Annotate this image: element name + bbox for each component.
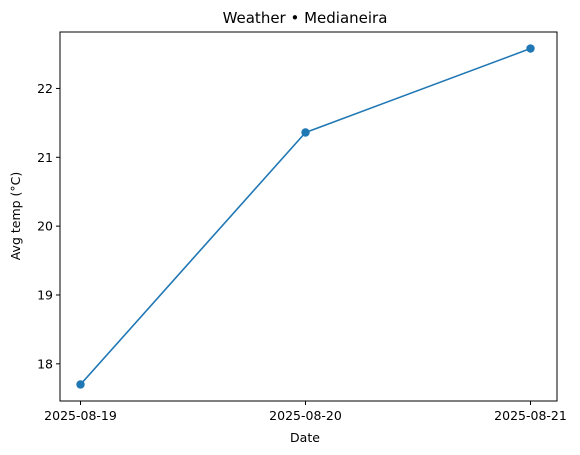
plot-frame	[59, 31, 558, 402]
data-point	[76, 380, 85, 389]
y-tick-label: 20	[37, 219, 53, 234]
x-axis-ticks: 2025-08-19 2025-08-20 2025-08-21	[44, 401, 567, 423]
x-tick-label: 2025-08-20	[269, 408, 342, 423]
y-tick-label: 18	[37, 356, 53, 371]
y-tick-label: 21	[37, 150, 53, 165]
x-axis-label: Date	[290, 430, 320, 445]
data-point	[526, 44, 535, 53]
series-line	[79, 47, 531, 386]
y-tick-label: 22	[37, 81, 53, 96]
y-tick-label: 19	[37, 287, 53, 302]
y-axis-ticks: 18 19 20 21 22	[37, 81, 60, 371]
y-axis-label: Avg temp (°C)	[8, 172, 23, 261]
chart-title: Weather • Medianeira	[223, 9, 388, 27]
plot-series	[76, 44, 535, 389]
x-tick-label: 2025-08-21	[494, 408, 567, 423]
data-point	[301, 128, 310, 137]
x-tick-label: 2025-08-19	[44, 408, 117, 423]
